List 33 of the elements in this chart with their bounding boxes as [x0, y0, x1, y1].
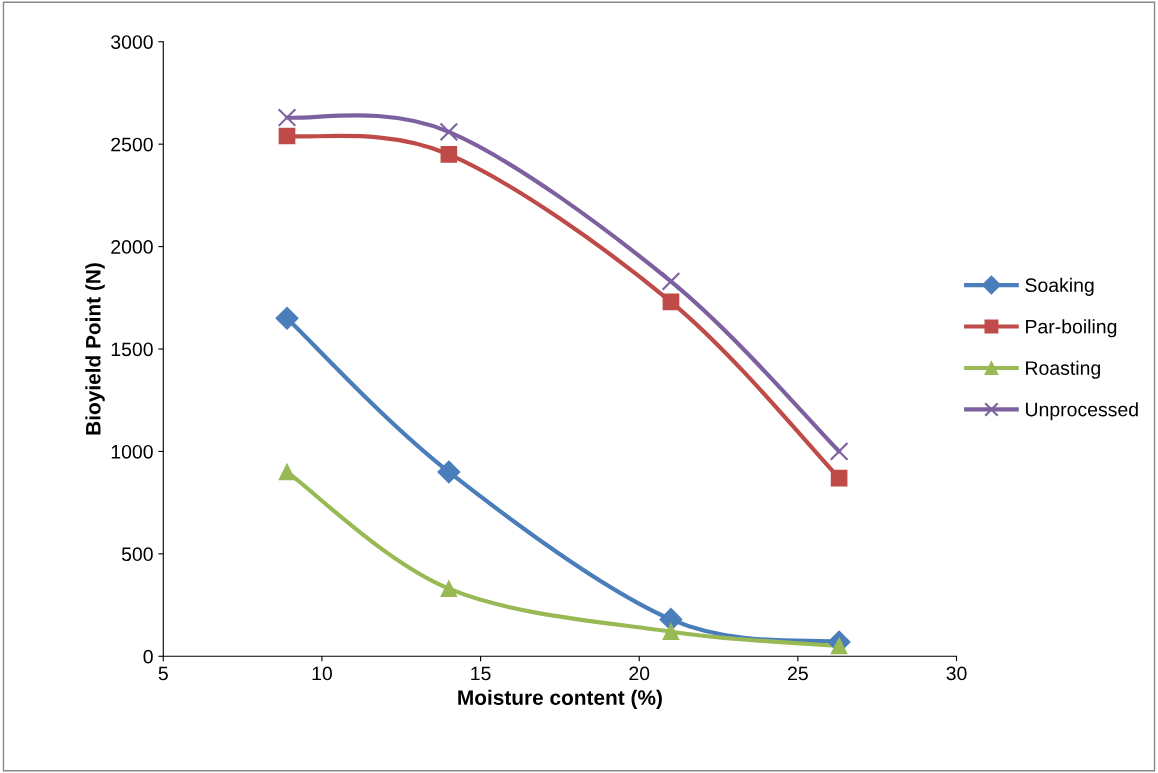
point: [662, 623, 680, 641]
y-tick-label: 3000: [111, 35, 153, 49]
y-tick-label: 500: [121, 547, 153, 562]
y-tick-label: 2500: [111, 137, 153, 152]
point: [830, 469, 848, 487]
x-tick-label: 20: [629, 666, 650, 681]
legend-label: Unprocessed: [1025, 402, 1138, 421]
point: [277, 108, 297, 127]
legend-label: Par-boiling: [1026, 319, 1117, 338]
y-tick-label: 2000: [111, 240, 153, 254]
point: [439, 122, 459, 142]
point: [440, 146, 458, 163]
x-tick-label: 15: [471, 666, 491, 681]
legend-label: Roasting: [1026, 360, 1100, 379]
point: [662, 293, 680, 311]
point: [275, 306, 299, 330]
point: [278, 463, 296, 481]
x-axis-title: Moisture content (%): [458, 689, 662, 710]
point: [659, 607, 683, 631]
point: [829, 442, 849, 461]
x-tick-label: 10: [312, 666, 332, 681]
y-axis-title: Bioyield Point (N): [85, 263, 105, 435]
point: [440, 580, 458, 598]
y-tick-label: 0: [143, 649, 153, 664]
x-tick-label: 25: [788, 666, 808, 681]
legend-label: Soaking: [1025, 277, 1094, 296]
point: [278, 127, 296, 145]
x-tick-label: 30: [946, 666, 967, 681]
y-tick-label: 1000: [111, 444, 153, 459]
point: [661, 272, 681, 291]
point: [437, 460, 461, 484]
x-tick-label: 5: [158, 666, 168, 681]
y-tick-label: 1500: [111, 342, 153, 357]
